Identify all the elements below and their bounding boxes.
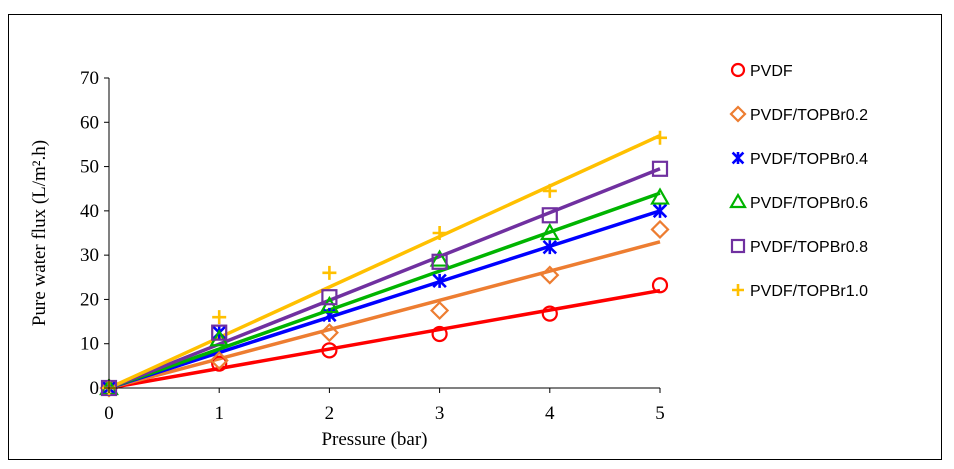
legend-marker-5 [732, 284, 744, 296]
data-point-s5-1 [212, 310, 226, 324]
x-tick-label: 3 [435, 403, 445, 424]
y-tick-label: 10 [80, 334, 99, 355]
legend-label-0: PVDF [750, 63, 793, 80]
data-point-s0-5 [653, 278, 667, 292]
y-tick-label: 60 [80, 112, 99, 133]
legend-label-1: PVDF/TOPBr0.2 [750, 107, 868, 124]
trend-line-5 [109, 136, 660, 388]
trend-line-0 [109, 291, 660, 388]
x-tick-label: 5 [655, 403, 665, 424]
legend-marker-3 [731, 195, 745, 207]
legend-marker-0 [732, 64, 744, 76]
x-tick-label: 4 [545, 403, 555, 424]
trend-line-3 [109, 193, 660, 388]
x-tick-label: 2 [325, 403, 335, 424]
legend-label-2: PVDF/TOPBr0.4 [750, 151, 868, 168]
legend-label-5: PVDF/TOPBr1.0 [750, 283, 868, 300]
legend-label-3: PVDF/TOPBr0.6 [750, 195, 868, 212]
legend-marker-2 [733, 152, 744, 164]
y-tick-label: 30 [80, 245, 99, 266]
y-axis-title: Pure water flux (L/m².h) [29, 140, 50, 326]
axes [104, 78, 660, 393]
data-point-s5-2 [322, 266, 336, 280]
data-point-s5-4 [543, 184, 557, 198]
trend-line-1 [109, 242, 660, 388]
y-tick-label: 50 [80, 157, 99, 178]
x-tick-label: 1 [214, 403, 224, 424]
x-tick-label: 0 [104, 403, 114, 424]
x-axis-title: Pressure (bar) [321, 429, 427, 450]
data-point-s1-5 [652, 221, 668, 237]
y-tick-label: 70 [80, 68, 99, 89]
data-point-s5-5 [653, 131, 667, 145]
trend-line-2 [109, 211, 660, 388]
y-tick-label: 20 [80, 289, 99, 310]
legend: PVDF PVDF/TOPBr0.2 PVDF/TOPBr0.4 PVDF/TOPBr… [731, 63, 868, 300]
trend-lines [109, 136, 660, 388]
data-point-s1-3 [432, 303, 448, 319]
y-tick-label: 0 [90, 378, 100, 399]
trend-line-4 [109, 169, 660, 388]
legend-label-4: PVDF/TOPBr0.8 [750, 239, 868, 256]
legend-marker-1 [731, 107, 745, 121]
y-tick-label: 40 [80, 201, 99, 222]
legend-marker-4 [732, 240, 744, 252]
